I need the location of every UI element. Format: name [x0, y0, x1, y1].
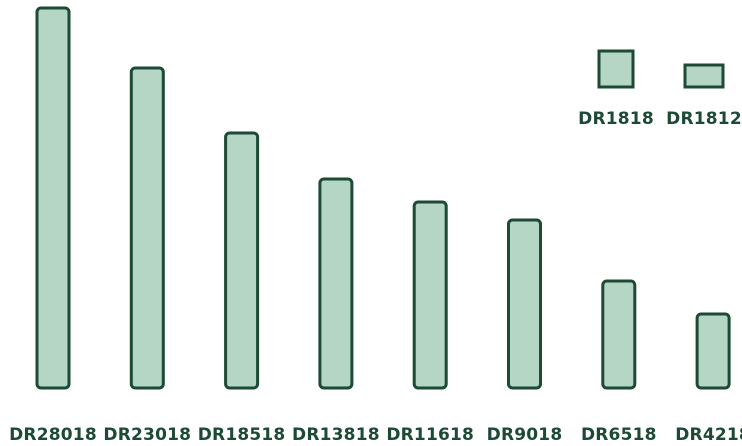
- legend-swatch-dr1818: [597, 49, 635, 89]
- category-label: DR11618: [386, 425, 474, 445]
- category-label: DR13818: [292, 425, 380, 445]
- legend-label: DR1812: [666, 109, 742, 129]
- bar-dr28018: [35, 6, 71, 390]
- category-labels-group: DR28018 DR23018 DR18518 DR13818 DR11618 DR901…: [9, 425, 742, 445]
- bar-dr13818: [318, 177, 354, 390]
- bars-group: [35, 6, 731, 390]
- category-label: DR18518: [198, 425, 286, 445]
- category-label: DR28018: [9, 425, 97, 445]
- category-label: DR23018: [103, 425, 191, 445]
- bar-dr6518: [601, 279, 637, 390]
- category-label: DR4218: [675, 425, 742, 445]
- legend: DR1818 DR1812: [578, 49, 742, 129]
- bar-dr11618: [412, 200, 448, 390]
- bar-dr4218: [695, 312, 731, 390]
- category-label: DR9018: [487, 425, 563, 445]
- category-label: DR6518: [581, 425, 657, 445]
- bar-dr23018: [129, 66, 165, 390]
- legend-label: DR1818: [578, 109, 654, 129]
- bar-dr9018: [507, 218, 542, 390]
- legend-swatch-dr1812: [683, 63, 725, 89]
- bar-dr18518: [224, 131, 260, 390]
